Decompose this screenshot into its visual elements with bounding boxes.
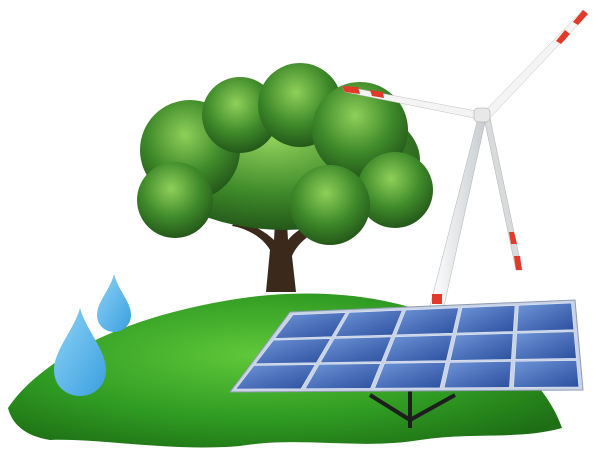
solar-cell [254, 338, 332, 365]
solar-cell [319, 336, 392, 363]
solar-cell [513, 360, 580, 388]
solar-cell [334, 309, 403, 337]
solar-cell [449, 333, 514, 361]
solar-cell [384, 334, 453, 362]
turbine-hub [473, 107, 491, 123]
tree-canopy [137, 63, 433, 245]
panel-cells [235, 302, 580, 390]
solar-cell [304, 363, 382, 389]
water-drop-small [97, 274, 131, 332]
turbine-blades [341, 9, 589, 271]
solar-cell [516, 302, 575, 332]
tower-base-mark [432, 294, 442, 304]
solar-cell [443, 361, 512, 389]
solar-cell [455, 305, 516, 334]
turbine-tower [429, 117, 487, 307]
solar-cell [374, 362, 447, 389]
panel-stand [368, 385, 456, 428]
solar-cell [235, 364, 316, 390]
tree-trunk [232, 205, 328, 292]
solar-cell [395, 307, 460, 336]
solar-cell [514, 331, 577, 360]
solar-cell [274, 312, 347, 339]
water-drop-large [54, 308, 106, 396]
